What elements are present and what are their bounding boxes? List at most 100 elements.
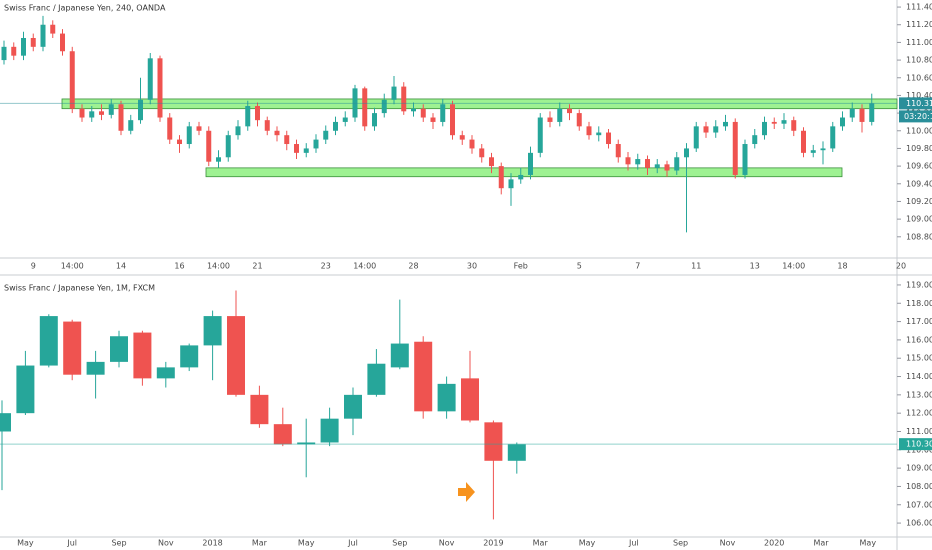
candle-body: [762, 121, 767, 136]
candle-body: [110, 336, 128, 362]
candle-body: [0, 413, 11, 432]
candle-body: [713, 126, 719, 133]
y-tick-label: 108.800: [906, 232, 932, 241]
candle-body: [216, 157, 221, 162]
x-tick-label: 7: [635, 262, 640, 271]
y-tick-label: 113.000: [906, 390, 932, 399]
candle-body: [420, 108, 426, 118]
y-tick-label: 110.600: [906, 73, 932, 82]
candle-body: [461, 378, 479, 421]
candle-body: [320, 418, 339, 443]
candle-body: [264, 120, 270, 131]
candle-body: [489, 157, 494, 167]
x-tick-label: 16: [174, 262, 184, 271]
candle-body: [664, 164, 670, 171]
x-tick-label: 14:00: [782, 262, 805, 271]
x-tick-label: Mar: [533, 539, 549, 548]
candle-body: [294, 144, 299, 153]
candle-body: [684, 148, 689, 158]
support-resistance-zone: [205, 167, 843, 178]
candle-body: [133, 332, 152, 379]
candle-body: [362, 88, 368, 127]
x-tick-label: 28: [408, 262, 418, 271]
candle-body: [859, 108, 865, 122]
candle-body: [723, 121, 728, 127]
candle-body: [39, 316, 58, 366]
candle-body: [89, 111, 95, 118]
candle-body: [177, 139, 182, 145]
candle-body: [830, 126, 836, 149]
x-tick-label: 2020: [764, 539, 784, 548]
chart-title: Swiss Franc / Japanese Yen, 1M, FXCM: [4, 284, 155, 293]
x-tick-label: May: [17, 539, 34, 548]
last-price-tag: [899, 438, 932, 451]
candle-body: [567, 108, 572, 114]
candle-body: [440, 104, 446, 122]
candle-body: [274, 130, 280, 136]
x-tick-label: 13: [750, 262, 760, 271]
candle-body: [820, 148, 826, 151]
candle-body: [128, 120, 134, 131]
x-tick-label: Sep: [392, 539, 407, 548]
y-tick-label: 109.000: [906, 464, 932, 473]
y-tick-label: 112.000: [906, 409, 932, 418]
candle-body: [60, 33, 65, 52]
candle-body: [596, 132, 602, 136]
candle-body: [297, 442, 316, 445]
x-tick-label: 30: [467, 262, 477, 271]
x-tick-label: 2019: [483, 539, 503, 548]
candle-body: [586, 126, 592, 136]
x-tick-label: 9: [31, 262, 36, 271]
candle-body: [528, 152, 533, 175]
x-tick-label: Nov: [158, 539, 174, 548]
x-tick-label: 14:00: [353, 262, 376, 271]
candle-body: [284, 135, 290, 145]
candle-body: [225, 135, 231, 158]
countdown-tag: [899, 110, 932, 123]
x-tick-label: 5: [577, 262, 582, 271]
candle-body: [430, 117, 436, 122]
candle-body: [518, 174, 524, 180]
countdown-label: 03:20:13: [904, 112, 932, 121]
candle-body: [16, 365, 35, 414]
y-tick-label: 110.400: [906, 91, 932, 100]
candle-body: [196, 126, 202, 131]
candle-body: [752, 135, 758, 145]
candle-body: [781, 120, 787, 124]
candle-body: [50, 24, 56, 34]
candle-body: [235, 126, 241, 136]
candle-body: [645, 159, 650, 168]
candle-body: [118, 104, 124, 131]
x-tick-label: Jul: [347, 539, 358, 548]
candle-body: [245, 106, 251, 127]
candle-body: [79, 108, 85, 118]
x-tick-label: May: [579, 539, 596, 548]
candle-body: [742, 144, 748, 175]
candle-body: [625, 157, 631, 165]
candle-body: [498, 166, 504, 189]
y-tick-label: 106.000: [906, 519, 932, 528]
candle-body: [1, 46, 7, 61]
x-tick-label: 14: [116, 262, 126, 271]
candle-body: [703, 126, 709, 133]
chart-title: Swiss Franc / Japanese Yen, 240, OANDA: [4, 4, 166, 13]
candle-body: [138, 99, 143, 121]
candle-body: [167, 117, 173, 140]
x-tick-label: 18: [837, 262, 847, 271]
last-price-tag: [899, 97, 932, 110]
candle-body: [547, 117, 553, 122]
x-tick-label: 11: [691, 262, 701, 271]
candle-body: [63, 321, 82, 375]
x-tick-label: Nov: [720, 539, 736, 548]
candle-body: [459, 135, 465, 140]
x-tick-label: Mar: [252, 539, 268, 548]
x-tick-label: 14:00: [61, 262, 84, 271]
x-tick-label: Sep: [111, 539, 126, 548]
candle-body: [537, 117, 543, 153]
y-tick-label: 111.200: [906, 20, 932, 29]
candle-body: [40, 24, 46, 47]
candle-body: [732, 121, 738, 175]
y-tick-label: 110.800: [906, 56, 932, 65]
y-tick-label: 109.400: [906, 179, 932, 188]
